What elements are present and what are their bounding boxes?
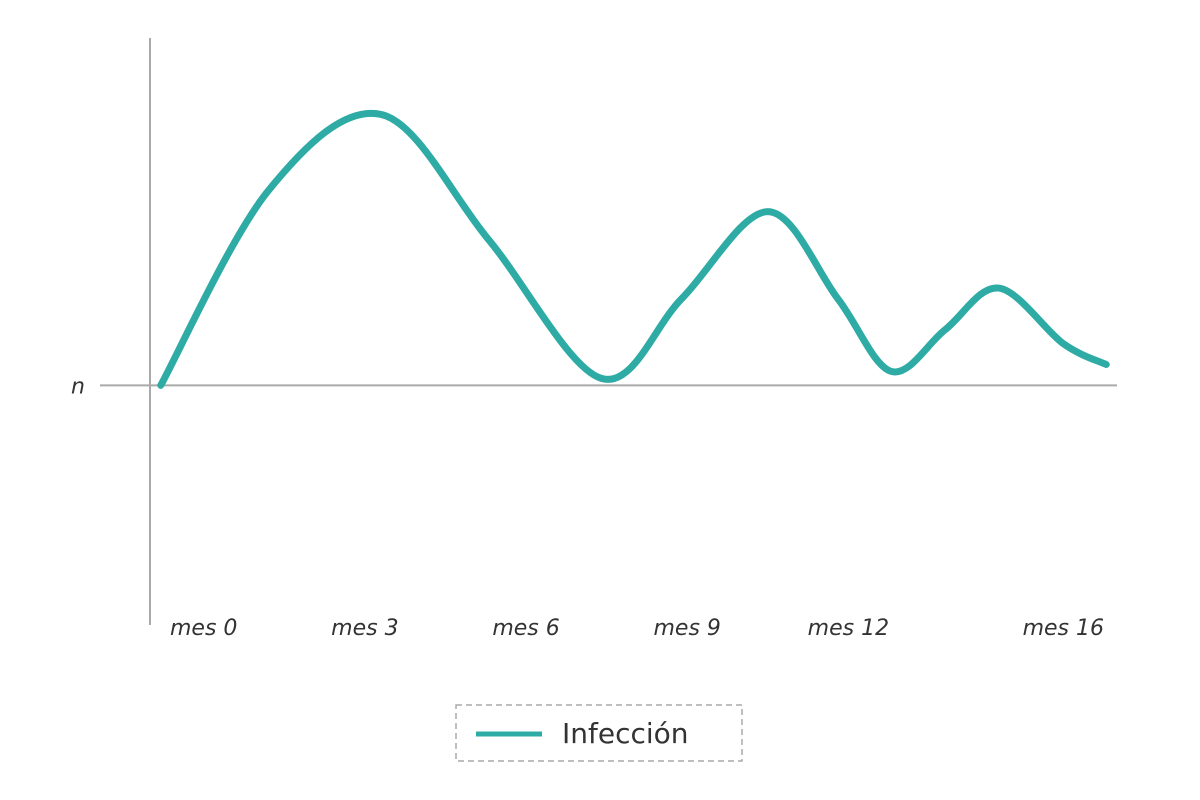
x-tick-label: mes 6 bbox=[492, 616, 559, 641]
line bbox=[157, 109, 1110, 389]
x-tick-label: mes 16 bbox=[1023, 616, 1104, 641]
x-tick-label: mes 12 bbox=[808, 616, 889, 641]
legend-box bbox=[455, 704, 743, 762]
x-tick-label: mes 3 bbox=[331, 616, 398, 641]
x-tick-label: mes 9 bbox=[654, 616, 721, 641]
x-tick-label: mes 0 bbox=[170, 616, 237, 641]
legend-label: Infección bbox=[562, 717, 689, 750]
y-tick-label: n bbox=[71, 374, 85, 399]
